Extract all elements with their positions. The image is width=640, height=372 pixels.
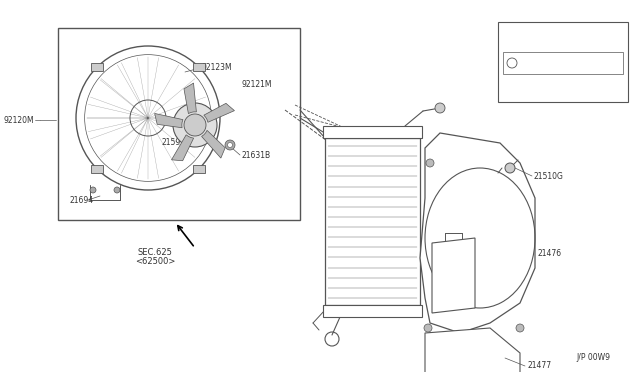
Polygon shape [420,133,535,333]
Circle shape [173,103,217,147]
Text: 21477: 21477 [527,362,551,371]
Text: 92123M: 92123M [202,62,232,71]
Bar [58,28,300,220]
Polygon shape [202,130,225,158]
Circle shape [435,103,445,113]
Polygon shape [432,238,475,313]
Circle shape [90,187,96,193]
Bar [193,63,205,71]
Text: 21599N: 21599N [543,31,584,41]
Circle shape [225,140,235,150]
Circle shape [516,324,524,332]
Circle shape [505,163,515,173]
Bar [498,22,628,102]
Text: 21476: 21476 [538,248,562,257]
Polygon shape [323,126,422,138]
Circle shape [424,324,432,332]
Text: <62500>: <62500> [135,257,175,266]
Bar [193,165,205,173]
Text: 92121M: 92121M [242,80,273,89]
Text: CAUTION: CAUTION [548,58,582,67]
Polygon shape [155,113,183,128]
Bar [503,52,623,74]
Text: 21510G: 21510G [534,171,564,180]
Circle shape [426,159,434,167]
Circle shape [114,187,120,193]
Circle shape [227,142,232,148]
Polygon shape [425,328,520,372]
Text: 92120M: 92120M [4,115,35,125]
Text: 21631B: 21631B [242,151,271,160]
Polygon shape [172,135,194,161]
Text: 21694: 21694 [70,196,94,205]
Text: 21591: 21591 [162,138,186,147]
Polygon shape [325,138,420,305]
Bar [91,165,103,173]
Polygon shape [323,305,422,317]
Polygon shape [204,103,234,122]
Circle shape [184,114,206,136]
Text: J/P 00W9: J/P 00W9 [576,353,610,362]
Polygon shape [184,83,196,113]
Bar [91,63,103,71]
Text: SEC.625: SEC.625 [138,247,172,257]
